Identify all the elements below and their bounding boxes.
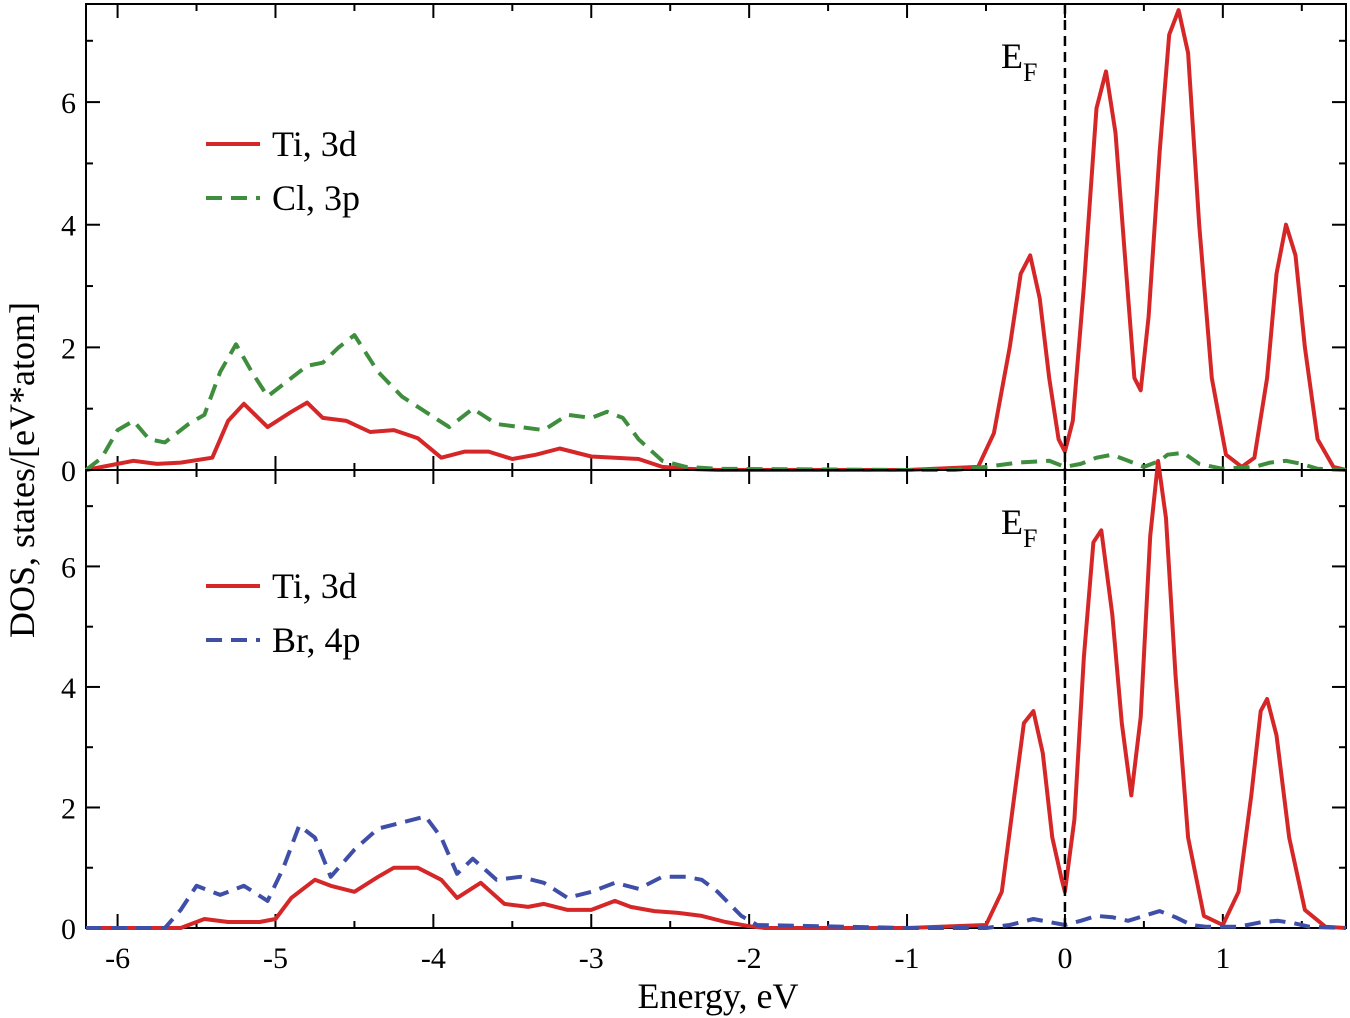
y-tick-label: 0 — [61, 455, 76, 488]
x-tick-label: -4 — [421, 942, 446, 975]
x-tick-label: -1 — [895, 942, 920, 975]
y-tick-label: 4 — [61, 210, 76, 243]
plot-frame — [85, 3, 1347, 471]
plot-frame — [85, 469, 1347, 929]
series-line-br-4p — [86, 814, 1347, 930]
x-tick-label: -2 — [737, 942, 762, 975]
x-tick-label: 0 — [1057, 942, 1072, 975]
x-axis-title: Energy, eV — [638, 976, 799, 1016]
legend-label: Cl, 3p — [272, 178, 360, 218]
fermi-level-label: EF — [1001, 36, 1037, 87]
bottom-panel: 0 2 4 6 -6 -5 -4 -3 -2 -1 0 1 EF Ti, 3d Br, 4p — [61, 459, 1347, 975]
legend-label: Ti, 3d — [272, 124, 357, 164]
top-panel: 0 2 4 6 EF Ti, 3d Cl, 3p — [61, 3, 1347, 488]
y-tick-label: 2 — [61, 332, 76, 365]
y-axis-title: DOS, states/[eV*atom] — [2, 302, 42, 638]
y-tick-label: 6 — [61, 551, 76, 584]
y-tick-label: 4 — [61, 672, 76, 705]
x-tick-label: -5 — [263, 942, 288, 975]
fermi-level-label: EF — [1001, 502, 1037, 553]
series-line-ti-3d — [86, 459, 1347, 930]
series-line-cl-3p — [84, 333, 1347, 472]
legend-label: Br, 4p — [272, 620, 361, 660]
y-tick-label: 6 — [61, 87, 76, 120]
x-tick-label: -3 — [579, 942, 604, 975]
legend-label: Ti, 3d — [272, 566, 357, 606]
x-tick-label: -6 — [105, 942, 130, 975]
y-tick-label: 2 — [61, 792, 76, 825]
y-tick-label: 0 — [61, 913, 76, 946]
x-tick-label: 1 — [1215, 942, 1230, 975]
series-line-ti-3d — [85, 8, 1347, 472]
